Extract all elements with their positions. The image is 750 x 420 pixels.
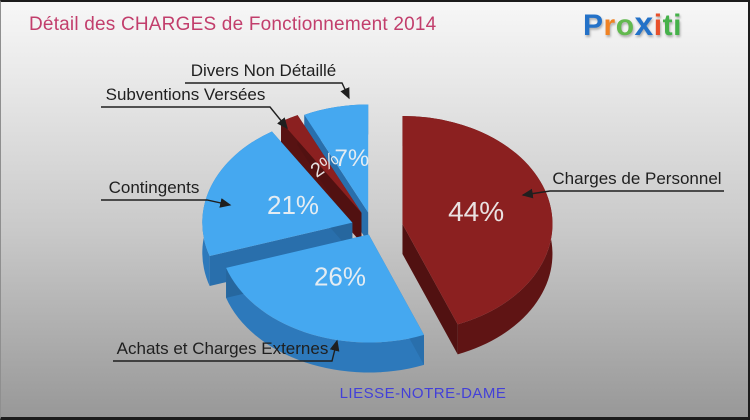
logo-letter: t [662,9,674,42]
callout-line [101,198,232,208]
slice-wall [402,223,458,355]
percent-label-achats-et-charges-externes: 26% [314,261,366,291]
percent-label-charges-de-personnel: 44% [448,196,504,227]
page-title: Détail des CHARGES de Fonctionnement 201… [29,14,437,35]
pie-slices: 7%2%21% 44%26% [202,104,553,373]
slice-top [304,104,369,213]
callout-label-contingents: Contingents [108,178,200,197]
percent-label-divers-non-detaille: 7% [334,145,369,172]
logo-letter: o [615,9,635,42]
pie-slice-charges-de-personnel: 44% [402,115,553,355]
callout-label-divers-non-detaille: Divers Non Détaillé [190,61,337,80]
callout-line [113,339,340,362]
callout-line [185,82,350,100]
callout-line [101,106,288,130]
logo-letter: P [583,9,604,42]
logo-letter: i [673,9,682,42]
slice-top [202,131,353,257]
callout-label-achats-et-charges-externes: Achats et Charges Externes [116,339,329,358]
pie-slice-achats-et-charges-externes: 26% [226,234,424,373]
slice-top [402,115,553,325]
callout-label-charges-de-personnel: Charges de Personnel [552,169,722,188]
logo: Proxiti [583,6,682,44]
commune-name: LIESSE-NOTRE-DAME [339,385,507,402]
percent-label-contingents: 21% [267,190,319,220]
slice-top [281,115,362,213]
callout-line [521,188,724,199]
slice-top [226,234,424,343]
logo-letter: r [603,9,616,42]
slice-rim [226,267,424,373]
callout-label-subventions-versees: Subventions Versées [105,85,266,104]
logo-letter: i [653,9,663,42]
logo-letter: x [634,6,654,43]
callout-lines [101,82,724,362]
